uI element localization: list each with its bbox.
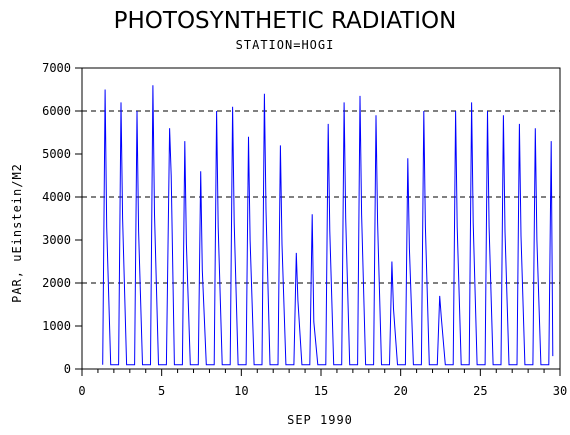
- x-tick-label: 15: [314, 384, 328, 398]
- x-tick-label: 10: [234, 384, 248, 398]
- x-ticks: 0 5 10 15 20 25 30: [78, 369, 567, 398]
- y-tick-label: 5000: [42, 147, 71, 161]
- y-tick-label: 4000: [42, 190, 71, 204]
- series-group: [102, 85, 554, 366]
- y-tick-label: 6000: [42, 104, 71, 118]
- y-tick-label: 7000: [42, 61, 71, 75]
- x-tick-label: 25: [473, 384, 487, 398]
- y-tick-label: 3000: [42, 233, 71, 247]
- x-tick-label: 0: [78, 384, 85, 398]
- chart-subtitle: STATION=HOGI: [236, 38, 335, 52]
- x-tick-label: 30: [553, 384, 567, 398]
- x-tick-label: 5: [158, 384, 165, 398]
- y-axis-label: PAR, uEinstein/M2: [10, 163, 24, 303]
- chart-title: PHOTOSYNTHETIC RADIATION: [114, 8, 457, 34]
- series-line: [102, 85, 554, 366]
- y-tick-label: 0: [64, 362, 71, 376]
- x-tick-label: 20: [393, 384, 407, 398]
- x-axis-label: SEP 1990: [287, 413, 353, 427]
- reference-lines: [82, 110, 560, 284]
- y-tick-label: 2000: [42, 276, 71, 290]
- y-tick-label: 1000: [42, 319, 71, 333]
- y-ticks: 0 1000 2000 3000 4000 5000 6000 7000: [42, 61, 82, 376]
